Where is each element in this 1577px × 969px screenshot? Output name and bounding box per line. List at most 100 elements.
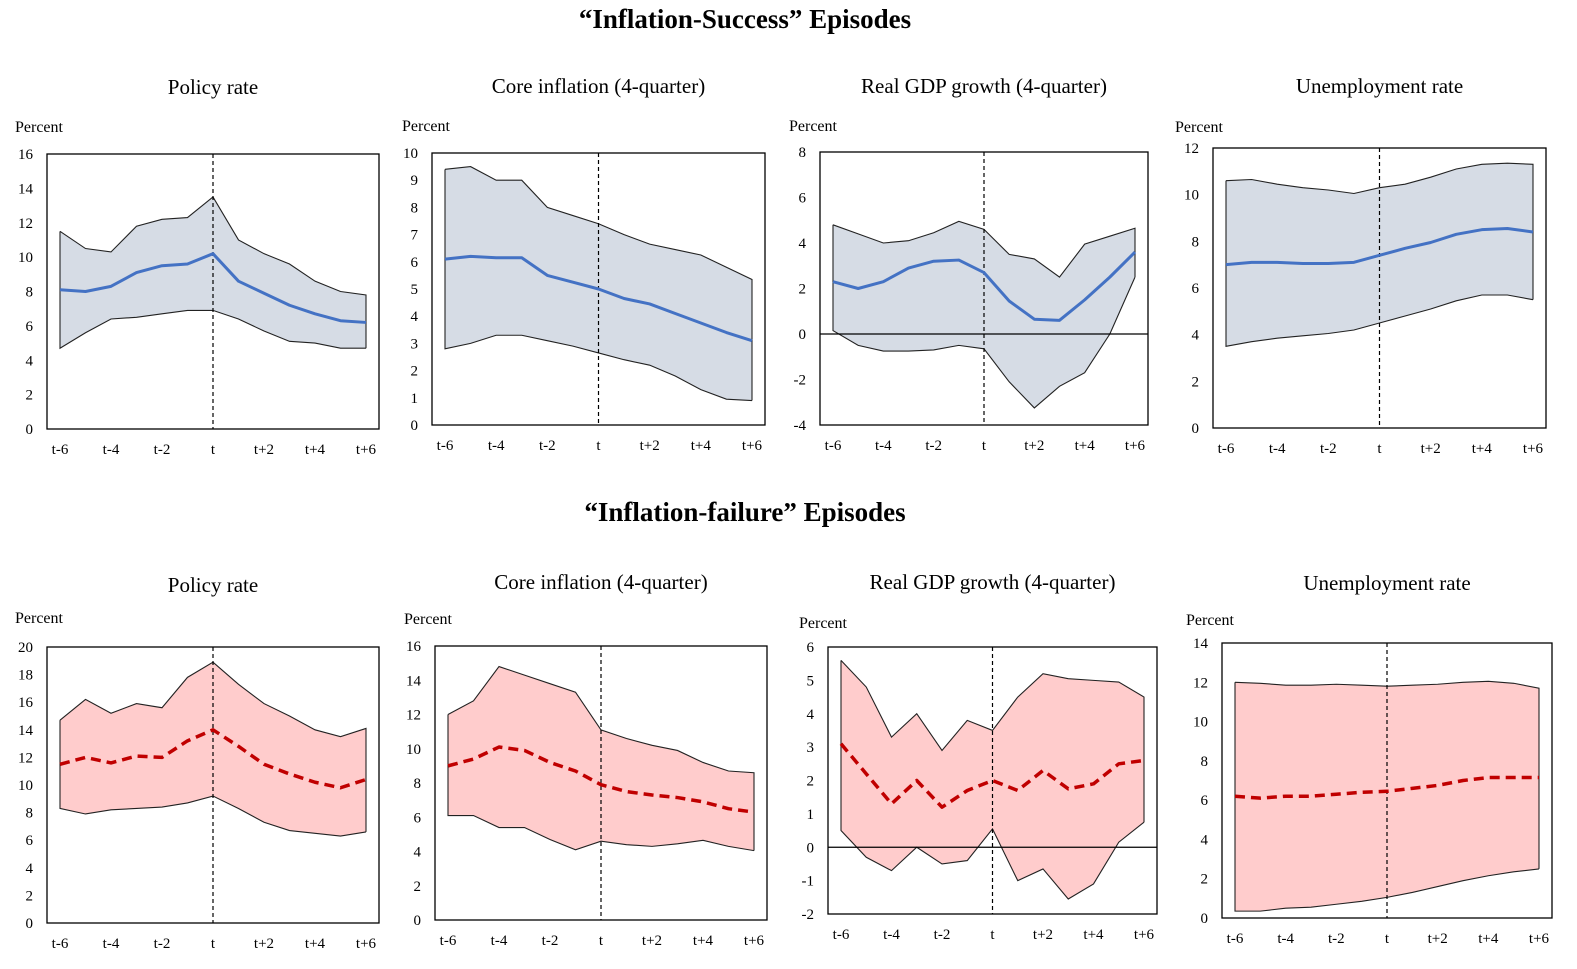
y-tick-label: 3: [411, 336, 419, 352]
x-tick-label: t+6: [744, 933, 765, 949]
y-tick-label: 0: [26, 422, 34, 438]
y-tick-label: 6: [1201, 793, 1209, 809]
y-tick-label: 0: [414, 913, 422, 929]
y-tick-label: 10: [18, 250, 33, 266]
x-tick-label: t+4: [305, 936, 326, 952]
y-tick-label: 0: [1192, 421, 1200, 437]
y-tick-label: 10: [18, 778, 33, 794]
x-tick-label: t: [990, 927, 995, 943]
x-tick-label: t+2: [1421, 441, 1441, 457]
x-tick-label: t-4: [883, 927, 900, 943]
y-tick-label: 9: [411, 173, 419, 189]
chart-title: Policy rate: [168, 573, 258, 597]
y-tick-label: 10: [1193, 715, 1208, 731]
median-line: [447, 745, 755, 814]
y-tick-label: 4: [799, 236, 807, 252]
y-tick-label: 8: [1201, 754, 1209, 770]
lower-band-line: [447, 714, 755, 852]
y-tick-label: 2: [411, 364, 419, 380]
y-tick-label: -2: [802, 907, 815, 923]
x-tick-label: t-2: [1328, 931, 1345, 947]
y-tick-label: 8: [799, 145, 807, 161]
chart-failure-unemployment: Unemployment rate Percent 0 2 4 6 8 10 12 14 t-6 t-…: [1186, 571, 1553, 947]
x-tick-label: t+2: [1024, 438, 1044, 454]
x-tick-label: t+6: [1523, 441, 1544, 457]
y-tick-label: 6: [1192, 281, 1200, 297]
y-tick-label: 16: [18, 147, 34, 163]
y-axis-label: Percent: [15, 119, 64, 136]
x-tick-label: t+4: [1472, 441, 1493, 457]
y-tick-label: 2: [26, 388, 34, 404]
y-tick-label: 6: [411, 255, 419, 271]
chart-title: Core inflation (4-quarter): [492, 74, 705, 98]
y-tick-label: 2: [26, 888, 34, 904]
plot-frame: [827, 646, 1158, 915]
y-tick-label: 7: [411, 228, 419, 244]
y-tick-label: -1: [802, 874, 815, 890]
x-tick-label: t-2: [1320, 441, 1337, 457]
x-tick-label: t+4: [1083, 927, 1104, 943]
x-tick-label: t-4: [103, 936, 120, 952]
lower-band-line: [59, 231, 366, 350]
y-axis-label: Percent: [1175, 119, 1224, 136]
y-tick-label: 8: [26, 806, 34, 822]
x-tick-label: t+6: [742, 438, 763, 454]
x-tick-label: t+2: [1033, 927, 1053, 943]
y-tick-label: 2: [807, 774, 815, 790]
median-line: [1234, 775, 1539, 800]
chart-failure-policy-rate: Policy rate Percent 0 2 4 6 8 10 12 14 16 18 20 t-6 t-…: [15, 573, 380, 952]
upper-band-line: [840, 659, 1145, 823]
x-tick-label: t-4: [875, 438, 892, 454]
x-tick-label: t: [211, 442, 216, 458]
x-tick-label: t+6: [1134, 927, 1155, 943]
x-tick-label: t-2: [925, 438, 942, 454]
y-tick-label: 6: [799, 191, 807, 207]
y-tick-label: 12: [406, 708, 421, 724]
y-tick-label: 16: [406, 639, 422, 655]
y-tick-label: 0: [411, 418, 419, 434]
upper-band-line: [1234, 680, 1540, 869]
y-tick-label: 16: [18, 695, 34, 711]
y-tick-label: 12: [1193, 675, 1208, 691]
upper-band-line: [1225, 162, 1534, 300]
y-tick-label: 4: [1192, 328, 1200, 344]
x-tick-label: t+4: [691, 438, 712, 454]
x-tick-label: t-6: [825, 438, 842, 454]
y-axis-label: Percent: [404, 611, 453, 628]
y-tick-label: 3: [807, 740, 815, 756]
y-axis-label: Percent: [1186, 612, 1235, 629]
y-tick-label: 6: [26, 319, 34, 335]
y-axis-label: Percent: [799, 615, 848, 632]
confidence-band: [60, 197, 366, 349]
x-tick-label: t: [596, 438, 601, 454]
x-tick-label: t-6: [1227, 931, 1244, 947]
median-line: [832, 251, 1137, 322]
chart-failure-real-gdp: Real GDP growth (4-quarter) Percent -2 -1 0 1…: [799, 570, 1158, 943]
x-tick-label: t-4: [491, 933, 508, 949]
y-tick-label: 6: [26, 833, 34, 849]
x-tick-label: t-2: [154, 936, 171, 952]
chart-title: Policy rate: [168, 75, 258, 99]
x-tick-label: t-2: [154, 442, 171, 458]
y-tick-label: 4: [1201, 832, 1209, 848]
y-tick-label: 2: [414, 879, 422, 895]
y-tick-label: 5: [807, 673, 815, 689]
y-tick-label: 20: [18, 640, 33, 656]
y-tick-label: 12: [18, 216, 33, 232]
lower-band-line: [832, 224, 1136, 409]
y-tick-label: 4: [411, 309, 419, 325]
lower-band-line: [1225, 180, 1534, 347]
lower-band-line: [444, 169, 753, 402]
upper-band-line: [59, 196, 367, 349]
y-tick-label: 0: [1201, 911, 1209, 927]
plot-frame: [46, 153, 380, 430]
section-title-failure: “Inflation-failure” Episodes: [584, 497, 906, 527]
y-tick-label: 14: [1193, 636, 1209, 652]
y-tick-label: 2: [1201, 872, 1209, 888]
y-tick-label: 14: [406, 673, 422, 689]
y-tick-label: 1: [807, 807, 815, 823]
chart-success-policy-rate: Policy rate Percent 0 2 4 6 8 10 12 14 16 t-6 t-4 t-2…: [15, 75, 380, 458]
x-tick-label: t: [211, 936, 216, 952]
upper-band-line: [444, 166, 753, 401]
y-tick-label: 0: [807, 840, 815, 856]
